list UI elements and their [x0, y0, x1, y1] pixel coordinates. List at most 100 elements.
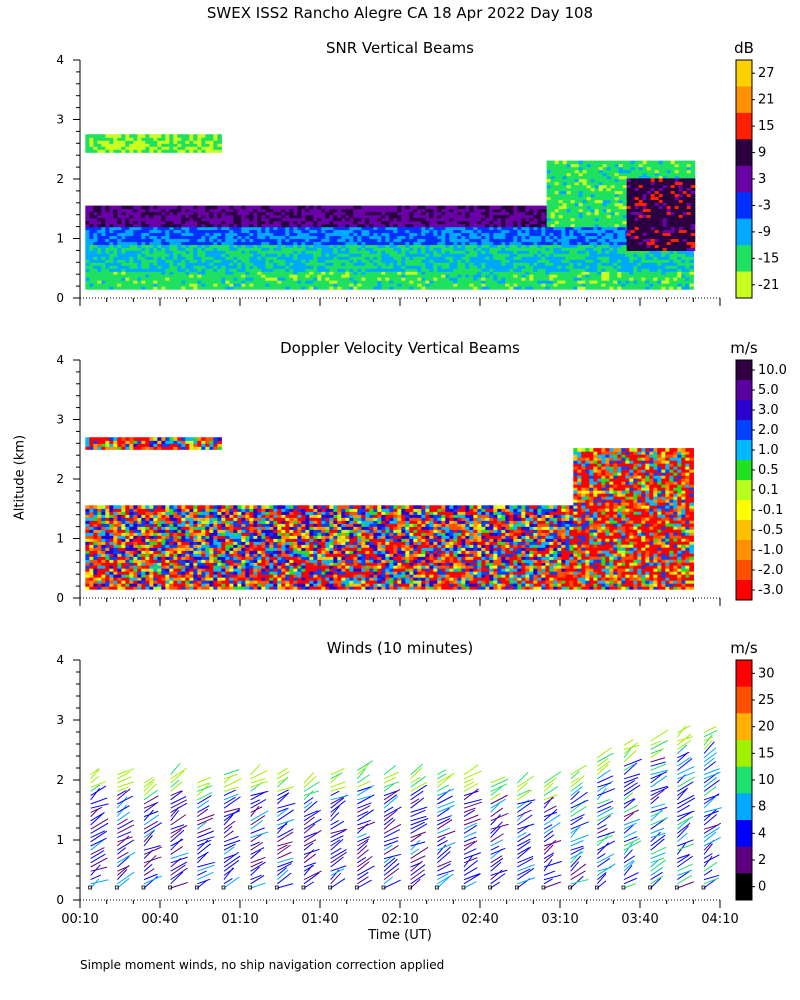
heat-cell: [629, 286, 634, 290]
heat-cell: [229, 205, 234, 210]
heat-cell: [497, 280, 502, 284]
heat-cell: [521, 220, 526, 225]
heat-cell: [149, 283, 154, 287]
heat-cell: [257, 235, 262, 240]
heat-cell: [473, 238, 478, 243]
heat-cell: [622, 196, 628, 201]
heat-cell: [145, 226, 150, 231]
heat-cell: [241, 277, 246, 281]
heat-cell: [105, 143, 110, 147]
heat-cell: [597, 232, 602, 237]
heat-cell: [593, 244, 598, 248]
heat-cell: [561, 274, 566, 278]
heat-cell: [425, 262, 430, 266]
heat-cell: [157, 259, 162, 263]
heat-cell: [285, 217, 290, 222]
heat-cell: [353, 274, 358, 278]
heat-cell: [610, 193, 616, 198]
heat-cell: [369, 253, 374, 257]
heat-cell: [485, 226, 490, 231]
heat-cell: [197, 247, 202, 251]
heat-cell: [593, 277, 598, 281]
heat-cell: [345, 220, 350, 225]
heat-cell: [109, 280, 114, 284]
heat-cell: [113, 226, 118, 231]
heat-cell: [221, 241, 226, 246]
heat-cell: [201, 143, 206, 147]
heat-cell: [237, 241, 242, 246]
heat-cell: [161, 217, 166, 222]
heat-cell: [273, 259, 278, 263]
heat-cell: [169, 226, 174, 231]
heat-cell: [289, 223, 294, 228]
heat-cell: [337, 226, 342, 231]
heat-cell: [621, 229, 626, 234]
heat-cell: [657, 259, 662, 263]
heat-cell: [369, 235, 374, 240]
heat-cell: [297, 232, 302, 237]
heat-cell: [145, 140, 150, 144]
heat-cell: [441, 238, 446, 243]
heat-cell: [477, 274, 482, 278]
heat-cell: [205, 286, 210, 290]
heat-cell: [642, 163, 648, 168]
heat-cell: [590, 187, 596, 192]
heat-cell: [161, 143, 166, 147]
heat-cell: [429, 283, 434, 287]
heat-cell: [121, 205, 126, 210]
heat-cell: [289, 220, 294, 225]
heat-cell: [309, 205, 314, 210]
heat-cell: [558, 160, 564, 165]
heat-cell: [89, 137, 94, 141]
heat-cell: [469, 265, 474, 269]
heat-cell: [357, 214, 362, 219]
heat-cell: [269, 247, 274, 251]
heat-cell: [445, 217, 450, 222]
heat-cell: [217, 241, 222, 246]
heat-cell: [261, 247, 266, 251]
heat-cell: [149, 262, 154, 266]
heat-cell: [89, 286, 94, 290]
heat-cell: [325, 214, 330, 219]
heat-cell: [606, 211, 612, 216]
heat-cell: [309, 253, 314, 257]
heat-cell: [317, 274, 322, 278]
heat-cell: [473, 271, 478, 275]
heat-cell: [602, 202, 608, 207]
heat-cell: [265, 280, 270, 284]
heat-cell: [465, 271, 470, 275]
heat-cell: [569, 268, 574, 272]
heat-cell: [577, 235, 582, 240]
heat-cell: [85, 211, 90, 216]
heat-cell: [189, 146, 194, 150]
heat-cell: [421, 229, 426, 234]
heat-cell: [161, 238, 166, 243]
heat-cell: [273, 250, 278, 254]
heat-cell: [393, 220, 398, 225]
heat-cell: [185, 259, 190, 263]
heat-cell: [445, 229, 450, 234]
heat-cell: [185, 143, 190, 147]
heat-cell: [137, 283, 142, 287]
heat-cell: [433, 256, 438, 260]
heat-cell: [465, 217, 470, 222]
heat-cell: [117, 146, 122, 150]
heat-cell: [357, 259, 362, 263]
heat-cell: [546, 175, 552, 180]
heat-cell: [421, 286, 426, 290]
heat-cell: [305, 229, 310, 234]
heat-cell: [673, 271, 678, 275]
heat-cell: [341, 217, 346, 222]
heat-cell: [141, 229, 146, 234]
heat-cell: [385, 205, 390, 210]
heat-cell: [457, 250, 462, 254]
heat-cell: [245, 226, 250, 231]
heat-cell: [645, 271, 650, 275]
heat-cell: [301, 280, 306, 284]
heat-cell: [598, 199, 604, 204]
heat-cell: [145, 283, 150, 287]
heat-cell: [365, 247, 370, 251]
heat-cell: [393, 253, 398, 257]
heat-cell: [658, 166, 664, 171]
heat-cell: [285, 271, 290, 275]
